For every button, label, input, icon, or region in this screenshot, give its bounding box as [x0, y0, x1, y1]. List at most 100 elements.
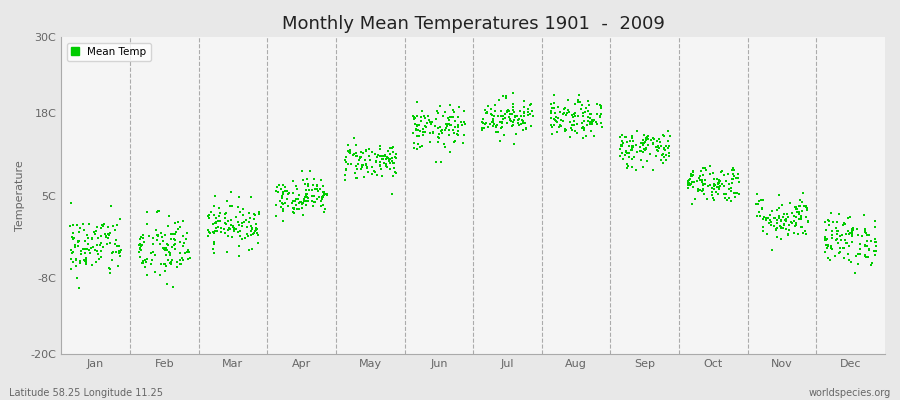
Point: [385, 154, 400, 161]
Point: [593, 102, 608, 108]
Point: [240, 224, 255, 230]
Point: [176, 218, 190, 225]
Point: [94, 254, 108, 260]
Point: [544, 108, 558, 114]
Point: [595, 124, 609, 130]
Point: [344, 161, 358, 168]
Point: [821, 255, 835, 261]
Point: [788, 222, 803, 229]
Point: [300, 194, 314, 200]
Point: [284, 200, 299, 206]
Point: [162, 249, 176, 255]
Point: [788, 218, 802, 224]
Point: [707, 186, 722, 192]
Point: [719, 190, 733, 197]
Point: [346, 135, 361, 142]
Point: [375, 156, 390, 162]
Point: [590, 119, 604, 126]
Point: [504, 118, 518, 124]
Point: [438, 125, 453, 132]
Point: [770, 216, 785, 223]
Point: [218, 230, 232, 236]
Point: [645, 166, 660, 173]
Point: [372, 152, 386, 158]
Point: [784, 219, 798, 226]
Point: [633, 144, 647, 150]
Point: [158, 244, 172, 251]
Point: [506, 101, 520, 107]
Point: [166, 284, 180, 290]
Point: [379, 161, 393, 168]
Point: [235, 220, 249, 226]
Point: [72, 238, 86, 244]
Point: [101, 224, 115, 230]
Point: [173, 256, 187, 263]
Point: [760, 214, 774, 221]
Point: [225, 223, 239, 229]
Point: [615, 132, 629, 138]
Point: [68, 256, 83, 262]
Point: [164, 235, 178, 242]
Point: [774, 202, 788, 208]
Point: [434, 159, 448, 166]
Point: [456, 119, 471, 125]
Point: [549, 118, 563, 124]
Point: [549, 114, 563, 121]
Point: [386, 160, 400, 166]
Point: [693, 177, 707, 184]
Point: [73, 260, 87, 267]
Point: [693, 187, 707, 193]
Point: [206, 203, 220, 210]
Point: [294, 205, 309, 211]
Point: [634, 140, 648, 147]
Point: [644, 137, 658, 144]
Point: [858, 253, 872, 259]
Point: [252, 211, 266, 217]
Point: [656, 132, 670, 138]
Point: [140, 221, 155, 227]
Point: [209, 215, 223, 221]
Point: [659, 152, 673, 158]
Point: [577, 109, 591, 116]
Point: [710, 183, 724, 190]
Point: [781, 214, 796, 220]
Point: [703, 171, 717, 178]
Point: [781, 227, 796, 233]
Point: [217, 226, 231, 232]
Point: [651, 148, 665, 154]
Point: [486, 119, 500, 126]
Point: [364, 170, 379, 177]
Point: [641, 142, 655, 148]
Point: [421, 113, 436, 119]
Point: [103, 266, 117, 272]
Point: [176, 240, 191, 246]
Point: [730, 175, 744, 182]
Point: [799, 214, 814, 220]
Point: [65, 233, 79, 240]
Point: [275, 191, 290, 197]
Point: [412, 122, 427, 128]
Point: [317, 190, 331, 196]
Point: [488, 102, 502, 109]
Point: [338, 157, 353, 163]
Point: [349, 142, 364, 148]
Point: [762, 220, 777, 226]
Point: [475, 120, 490, 126]
Point: [274, 204, 288, 210]
Point: [299, 198, 313, 204]
Point: [713, 177, 727, 184]
Point: [548, 109, 562, 116]
Point: [831, 228, 845, 235]
Point: [175, 255, 189, 261]
Point: [251, 232, 266, 238]
Point: [310, 182, 324, 188]
Point: [72, 229, 86, 235]
Point: [446, 114, 461, 120]
Point: [168, 220, 183, 227]
Point: [515, 117, 529, 123]
Point: [844, 231, 859, 238]
Point: [861, 254, 876, 260]
Point: [100, 241, 114, 247]
Point: [314, 203, 328, 210]
Point: [769, 226, 783, 233]
